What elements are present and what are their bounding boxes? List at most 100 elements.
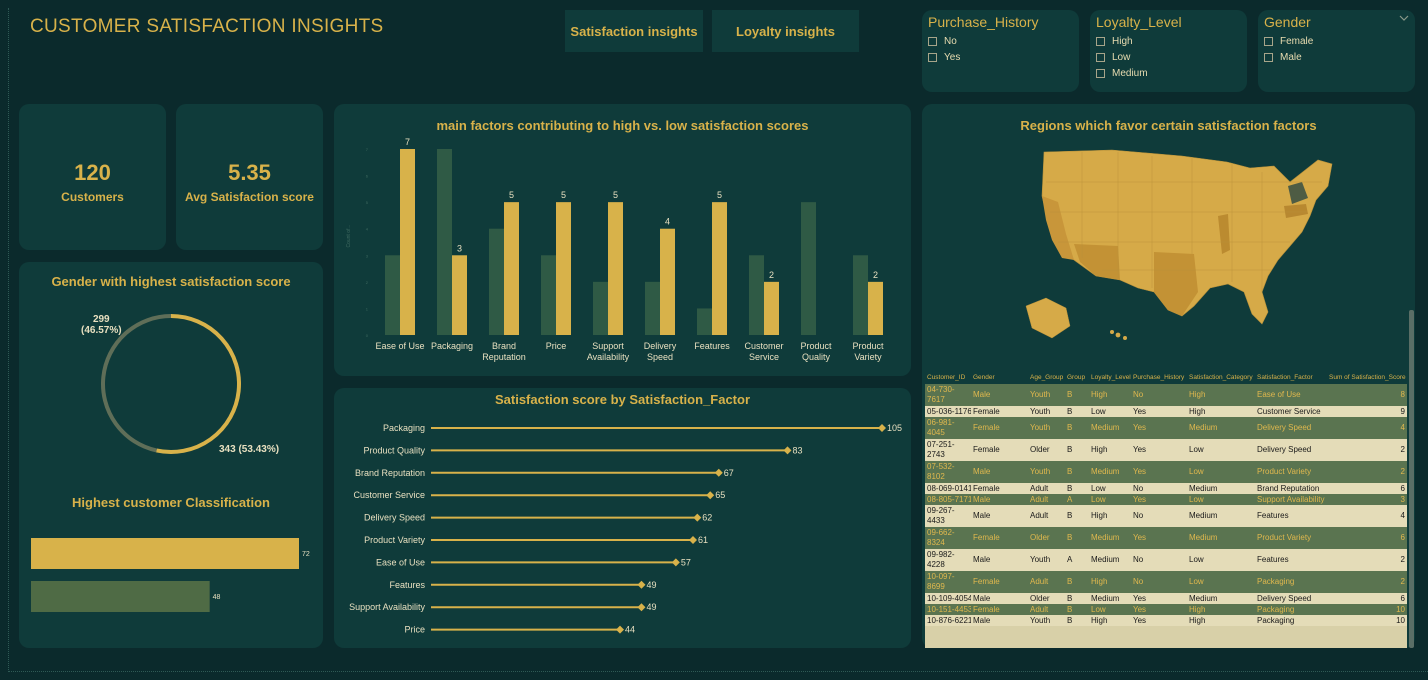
lollipop-marker[interactable] xyxy=(783,446,792,455)
bar[interactable] xyxy=(593,281,608,335)
table-cell: 6 xyxy=(1327,483,1407,494)
table-row[interactable]: 10-876-6221 Male Youth B High Yes High Packagin… xyxy=(925,615,1407,626)
column-header[interactable]: Satisfaction_Category xyxy=(1187,370,1255,384)
slicer-title: Loyalty_Level xyxy=(1096,14,1182,30)
lollipop-marker[interactable] xyxy=(706,491,715,500)
y-tick-label: 6 xyxy=(366,174,369,179)
classification-bar[interactable] xyxy=(31,581,210,612)
bar[interactable] xyxy=(801,202,816,335)
bar[interactable] xyxy=(749,255,764,335)
column-header[interactable]: Age_Group xyxy=(1028,370,1065,384)
bar[interactable] xyxy=(541,255,556,335)
bar[interactable] xyxy=(452,255,467,335)
table-cell: 07-532-8102 xyxy=(925,461,971,483)
bar[interactable] xyxy=(697,308,712,335)
table-scrollbar[interactable] xyxy=(1409,310,1414,648)
bar[interactable] xyxy=(660,228,675,335)
table-row[interactable]: 08-805-7171 Male Adult A Low Yes Low Support Av… xyxy=(925,494,1407,505)
checkbox[interactable] xyxy=(928,52,937,62)
bar[interactable] xyxy=(853,255,868,335)
table-row[interactable]: 10-109-4054 Male Older B Medium Yes Medium Deli… xyxy=(925,593,1407,604)
slicer-option-yes[interactable]: Yes xyxy=(928,49,1073,65)
chevron-down-icon[interactable] xyxy=(1399,14,1409,22)
table-cell: Youth xyxy=(1028,615,1065,626)
slicer-option-low[interactable]: Low xyxy=(1096,49,1241,65)
donut-slice[interactable] xyxy=(156,314,241,454)
lollipop-marker[interactable] xyxy=(637,603,646,612)
bar[interactable] xyxy=(868,281,883,335)
kpi-label: Avg Satisfaction score xyxy=(185,190,314,204)
table-row[interactable]: 10-097-8699 Female Adult B High No Low Packagin… xyxy=(925,571,1407,593)
table-row[interactable]: 04-730-7617 Male Youth B High No High Ease of U… xyxy=(925,384,1407,406)
table-cell: Medium xyxy=(1187,505,1255,527)
column-header[interactable]: Sum of Satisfaction_Score xyxy=(1327,370,1407,384)
lollipop-marker[interactable] xyxy=(693,513,702,522)
bar[interactable] xyxy=(764,281,779,335)
slicer-option-high[interactable]: High xyxy=(1096,33,1241,49)
table-row[interactable]: 07-251-2743 Female Older B High Yes Low Deliver… xyxy=(925,439,1407,461)
table-row[interactable]: 05-036-1176 Female Youth B Low Yes High Custome… xyxy=(925,406,1407,417)
nav-satisfaction-insights-button[interactable]: Satisfaction insights xyxy=(565,10,703,52)
table-row[interactable]: 09-662-8324 Female Older B Medium Yes Medium Pr… xyxy=(925,527,1407,549)
bar[interactable] xyxy=(645,281,660,335)
table-cell: High xyxy=(1187,384,1255,406)
slicer-option-female[interactable]: Female xyxy=(1264,33,1409,49)
us-map[interactable] xyxy=(1022,142,1342,342)
table-row[interactable]: 09-982-4228 Male Youth A Medium No Low Features… xyxy=(925,549,1407,571)
checkbox[interactable] xyxy=(1264,36,1273,46)
classification-bar-chart[interactable]: 72 48 xyxy=(19,530,323,620)
bar[interactable] xyxy=(437,149,452,335)
lollipop-marker[interactable] xyxy=(689,536,698,544)
bar[interactable] xyxy=(608,202,623,335)
table-cell: Product Variety xyxy=(1255,461,1327,483)
slicer-option-male[interactable]: Male xyxy=(1264,49,1409,65)
lollipop-marker[interactable] xyxy=(671,558,680,567)
column-header[interactable]: Purchase_History xyxy=(1131,370,1187,384)
table-cell: Youth xyxy=(1028,417,1065,439)
column-header[interactable]: Group xyxy=(1065,370,1089,384)
column-header[interactable]: Loyalty_Level xyxy=(1089,370,1131,384)
table-row[interactable]: 08-069-0141 Female Adult B Low No Medium Brand … xyxy=(925,483,1407,494)
table-row[interactable]: 06-981-4045 Female Youth B Medium Yes Medium De… xyxy=(925,417,1407,439)
table-row[interactable]: 07-532-8102 Male Youth B Medium Yes Low Product… xyxy=(925,461,1407,483)
table-cell: 08-069-0141 xyxy=(925,483,971,494)
slicer-option-medium[interactable]: Medium xyxy=(1096,65,1241,81)
bar[interactable] xyxy=(556,202,571,335)
table-cell: 06-981-4045 xyxy=(925,417,971,439)
table-row[interactable]: 09-267-4433 Male Adult B High No Medium Feature… xyxy=(925,505,1407,527)
checkbox[interactable] xyxy=(1096,36,1105,46)
bar[interactable] xyxy=(400,149,415,335)
y-tick-label: 7 xyxy=(366,147,369,152)
table-cell: Delivery Speed xyxy=(1255,417,1327,439)
checkbox[interactable] xyxy=(1096,68,1105,78)
column-header[interactable]: Customer_ID xyxy=(925,370,971,384)
checkbox[interactable] xyxy=(928,36,937,46)
donut-slice[interactable] xyxy=(101,314,172,453)
lollipop-marker[interactable] xyxy=(878,424,886,432)
table-cell: 10 xyxy=(1327,615,1407,626)
column-header[interactable]: Satisfaction_Factor xyxy=(1255,370,1327,384)
kpi-value: 5.35 xyxy=(228,160,271,185)
nav-loyalty-insights-button[interactable]: Loyalty insights xyxy=(712,10,859,52)
checkbox[interactable] xyxy=(1096,52,1105,62)
bar[interactable] xyxy=(504,202,519,335)
customer-table[interactable]: Customer_ID Gender Age_Group Group Loyalty_L… xyxy=(925,370,1407,648)
column-header[interactable]: Gender xyxy=(971,370,1028,384)
checkbox[interactable] xyxy=(1264,52,1273,62)
lollipop-marker[interactable] xyxy=(615,625,624,634)
lollipop-marker[interactable] xyxy=(714,468,723,477)
lollipop-marker[interactable] xyxy=(637,580,646,589)
gender-donut-chart[interactable] xyxy=(19,292,323,472)
table-cell: 2 xyxy=(1327,571,1407,593)
bar[interactable] xyxy=(712,202,727,335)
classification-bar[interactable] xyxy=(31,538,299,569)
factors-bar-chart[interactable]: 0 1 2 3 4 5 6 7 Count of... 7 Ease of Use 3 Packagin… xyxy=(334,104,911,376)
category-label: Brand Reputation xyxy=(355,468,425,478)
table-row[interactable]: 10-151-4453 Female Adult B Low Yes High Packagi… xyxy=(925,604,1407,615)
bar[interactable] xyxy=(489,228,504,335)
bar[interactable] xyxy=(385,255,400,335)
slicer-option-no[interactable]: No xyxy=(928,33,1073,49)
table-cell: Customer Service xyxy=(1255,406,1327,417)
table-cell: Product Variety xyxy=(1255,527,1327,549)
score-lollipop-chart[interactable]: Packaging 105 Product Quality 83 Brand Reput… xyxy=(334,388,911,648)
